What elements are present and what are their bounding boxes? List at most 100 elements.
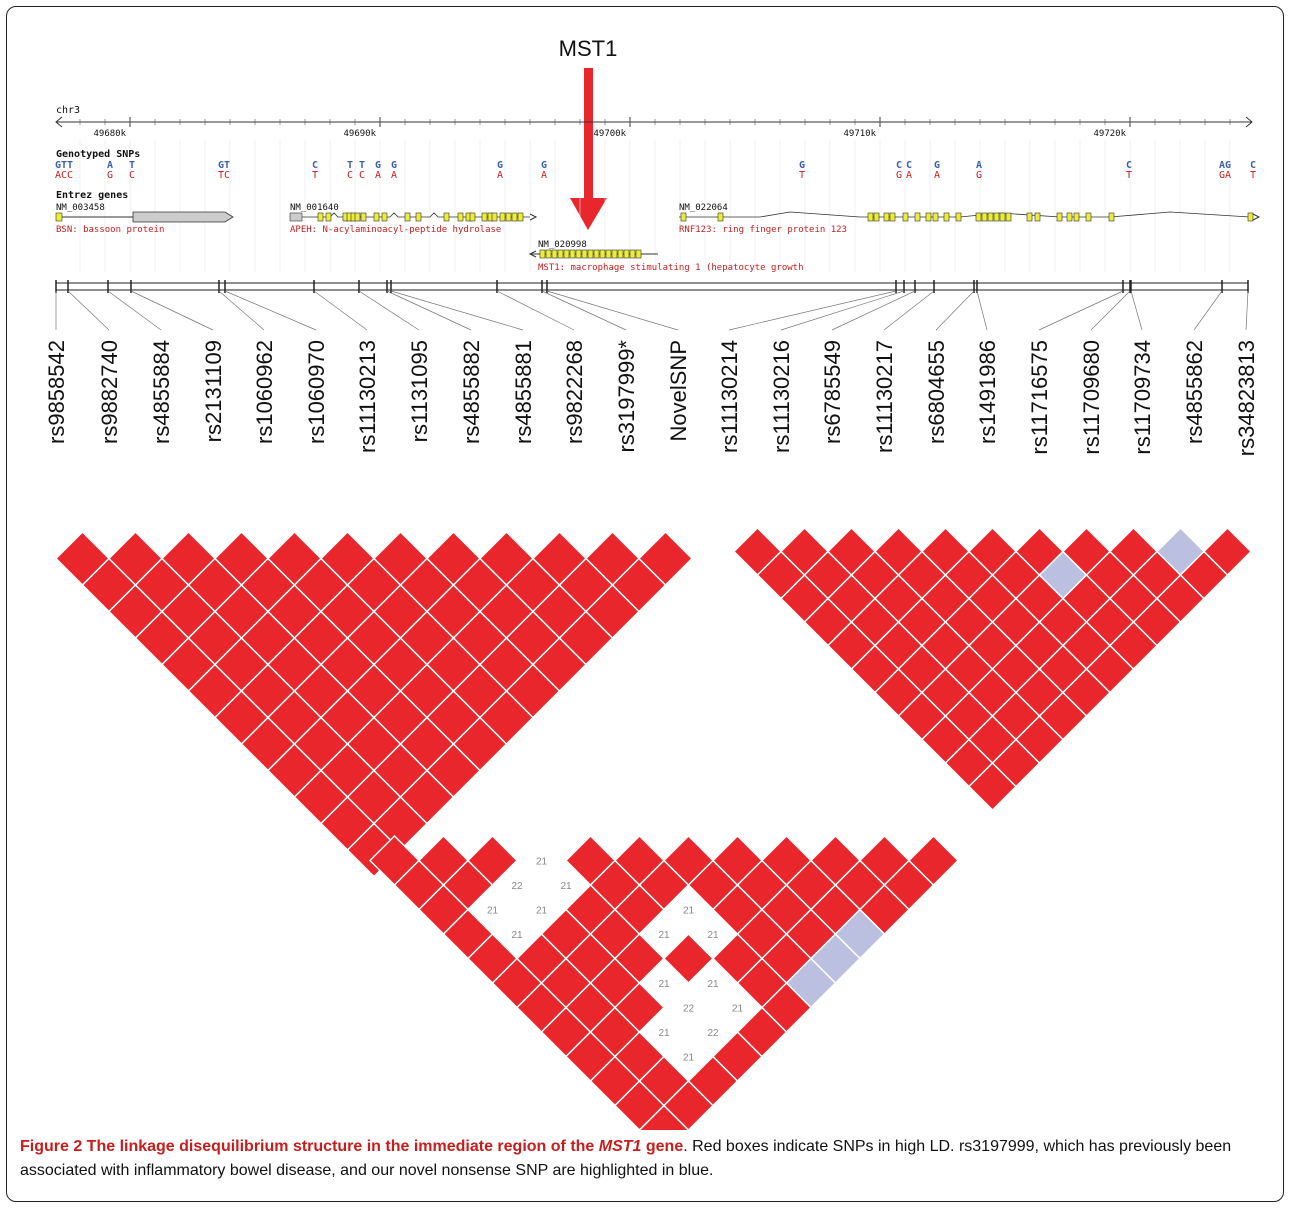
ld-block-1 <box>54 530 694 878</box>
exon <box>415 212 422 222</box>
exon <box>491 212 498 222</box>
allele-bottom: G <box>107 170 113 181</box>
snp-label: rs1060970 <box>304 340 329 444</box>
ld-cell-value: 21 <box>511 930 523 941</box>
snp-label: rs1060962 <box>252 340 277 444</box>
snp-label: NovelSNP <box>666 340 691 441</box>
allele-top: G <box>799 160 805 171</box>
exon <box>325 212 332 222</box>
exon <box>481 212 488 222</box>
figure-caption: Figure 2 The linkage disequilibrium stru… <box>20 1135 1270 1183</box>
snp-label: rs4855882 <box>459 340 484 444</box>
snp-label: rs11130216 <box>769 340 794 453</box>
exon <box>545 249 552 259</box>
entrez-genes-track-label: Entrez genes <box>56 190 128 201</box>
allele-pair: AG <box>107 160 113 181</box>
ld-cell-value: 21 <box>732 1004 744 1015</box>
gene-bsn: NM_003458 BSN: bassoon protein <box>55 203 234 235</box>
gene-rnf123: NM_022064 RNF123: ring finger protein 12… <box>679 203 1261 235</box>
allele-bottom: ACC <box>55 170 73 181</box>
gene-accession: NM_001640 <box>290 203 339 213</box>
allele-pair: GA <box>541 160 547 181</box>
exon <box>987 212 994 222</box>
allele-bottom: T <box>312 170 318 181</box>
allele-bottom: C <box>129 170 135 181</box>
snp-labels: rs9858542 rs9882740 rs4855884 rs2131109 rs10… <box>44 340 1259 457</box>
exon <box>404 212 411 222</box>
exon <box>605 249 612 259</box>
ruler-tick-label: 49700k <box>593 129 626 139</box>
allele-top: A <box>107 160 113 171</box>
ld-cell-value: 21 <box>536 857 548 868</box>
allele-top: C <box>896 160 902 171</box>
caption-text: . Red boxes indicate SNPs in high LD. rs… <box>20 1138 1232 1179</box>
ld-cell-value: 21 <box>536 906 548 917</box>
mst1-arrow <box>570 68 607 230</box>
exon <box>599 249 606 259</box>
exon <box>635 249 642 259</box>
ld-cell-value: 21 <box>707 979 719 990</box>
snp-connector-line <box>976 290 988 331</box>
exon <box>1247 212 1254 222</box>
allele-pair: CG <box>896 160 902 181</box>
ld-cell-value: 21 <box>683 1053 695 1064</box>
allele-top: C <box>906 160 912 171</box>
snp-connector-line <box>546 290 679 331</box>
ld-figure: MST1 chr3 49680k 49690k 49700k 49710k 49720k… <box>44 36 1261 1130</box>
exon <box>557 249 564 259</box>
allele-top: G <box>541 160 547 171</box>
exon <box>354 212 361 222</box>
allele-pair: GA <box>497 160 503 181</box>
snp-connector-line <box>883 290 935 331</box>
allele-top: GTT <box>55 160 73 171</box>
allele-pair: CT <box>312 160 318 181</box>
snp-label: rs4855862 <box>1182 340 1207 444</box>
exon <box>1005 212 1012 222</box>
exon <box>617 249 624 259</box>
allele-top: T <box>347 160 353 171</box>
snp-label: rs34823813 <box>1234 340 1259 456</box>
snp-label: rs2131109 <box>201 340 226 442</box>
exon <box>717 212 724 222</box>
exon <box>505 212 512 222</box>
snp-connector-line <box>313 290 368 331</box>
snp-connector-line <box>224 290 317 331</box>
allele-top: G <box>497 160 503 171</box>
allele-pair: TC <box>129 160 135 181</box>
allele-bottom: T <box>799 170 805 181</box>
genome-browser: chr3 49680k 49690k 49700k 49710k 49720k Geno… <box>55 105 1261 273</box>
snp-connector-line <box>496 290 575 331</box>
exon <box>999 212 1006 222</box>
allele-pair: AG <box>976 160 982 181</box>
ld-cell-value: 21 <box>683 906 695 917</box>
ruler-tick-label: 49720k <box>1093 129 1126 139</box>
snp-connector-line <box>130 290 214 331</box>
snp-connector-line <box>1245 290 1249 331</box>
ruler-tick-label: 49680k <box>93 129 126 139</box>
exon <box>443 212 450 222</box>
exon <box>1066 212 1073 222</box>
snp-connector-line <box>541 290 627 331</box>
allele-top: T <box>359 160 365 171</box>
snp-label: rs11709680 <box>1079 340 1104 455</box>
allele-top: T <box>129 160 135 171</box>
exon <box>1085 212 1092 222</box>
exon <box>587 249 594 259</box>
gene-description: BSN: bassoon protein <box>56 225 164 235</box>
exon <box>993 212 1000 222</box>
exon <box>1073 212 1080 222</box>
gene-description: APEH: N-acylaminoacyl-peptide hydrolase <box>290 225 501 235</box>
figure-frame <box>6 6 1284 1202</box>
allele-bottom: TC <box>218 170 230 181</box>
exon <box>889 212 896 222</box>
ld-cell-value: 21 <box>658 979 670 990</box>
ld-cell-value: 21 <box>658 930 670 941</box>
allele-pair: TC <box>359 160 365 181</box>
snp-connector-line <box>831 290 916 331</box>
exon <box>932 212 939 222</box>
ld-cell-value: 21 <box>560 881 572 892</box>
snp-connector-line <box>390 290 524 331</box>
snp-label: rs11716575 <box>1027 340 1052 455</box>
